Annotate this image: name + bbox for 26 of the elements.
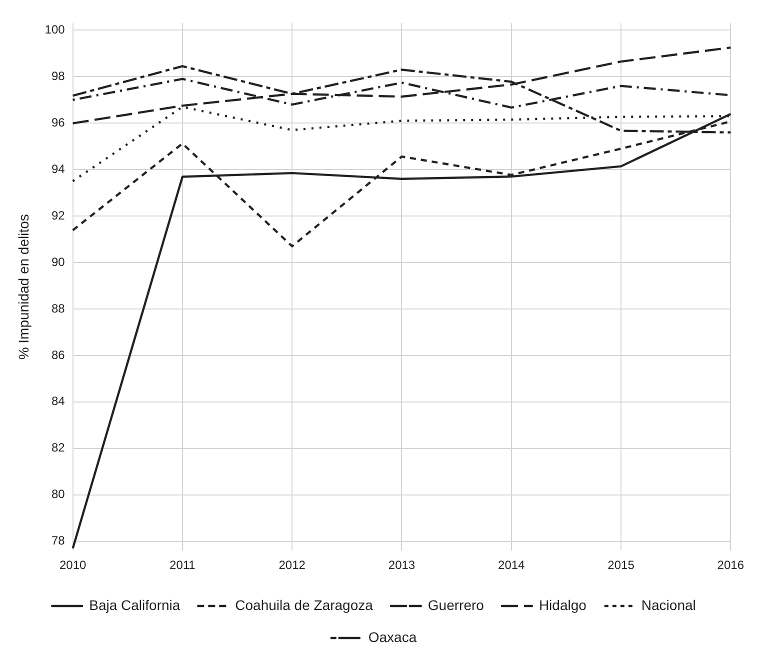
y-tick-label: 100	[44, 22, 66, 36]
y-tick-label: 90	[51, 254, 66, 269]
y-tick-label: 88	[51, 301, 66, 316]
x-tick-label: 2011	[170, 558, 196, 572]
y-tick-label: 98	[51, 68, 66, 83]
x-tick-label: 2014	[498, 558, 526, 572]
y-axis-title: % Impunidad en delitos	[15, 214, 32, 360]
y-tick-label: 92	[51, 208, 66, 222]
y-tick-label: 96	[51, 115, 66, 130]
legend-label: Guerrero	[428, 596, 484, 613]
legend-label: Coahuila de Zaragoza	[235, 596, 374, 613]
legend-label: Hidalgo	[538, 596, 587, 613]
x-tick-label: 2013	[388, 558, 416, 572]
legend-label: Baja California	[89, 596, 180, 613]
x-tick-label: 2012	[278, 558, 306, 572]
x-tick-label: 2016	[717, 558, 744, 572]
legend-label: Oaxaca	[368, 628, 417, 645]
x-tick-label: 2015	[608, 558, 635, 572]
x-tick-label: 2010	[59, 558, 86, 572]
y-tick-label: 84	[51, 394, 66, 408]
y-tick-label: 86	[51, 348, 66, 362]
y-tick-label: 78	[51, 534, 66, 548]
legend-label: Nacional	[641, 596, 696, 613]
y-tick-label: 94	[51, 162, 66, 176]
y-tick-label: 80	[51, 487, 66, 502]
y-tick-label: 82	[51, 440, 66, 455]
